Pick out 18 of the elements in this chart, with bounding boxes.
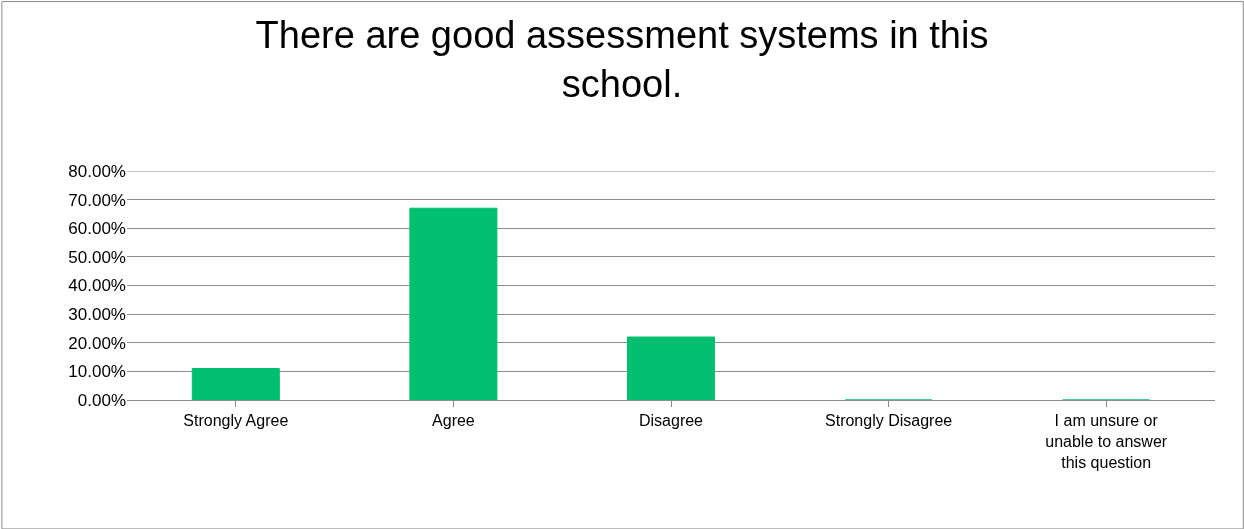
x-tick-label: Strongly Agree [183,412,289,430]
x-tick-label: Strongly Disagree [825,412,953,430]
y-tick-label: 60.00% [68,219,126,239]
bar [191,368,280,400]
x-tick-label: I am unsure or unable to answer this question [1045,412,1168,471]
chart-title: There are good assessment systems in this school. [255,13,989,106]
x-tick-label: Agree [432,412,475,430]
y-tick-label: 50.00% [68,247,126,267]
bar [626,336,716,400]
y-tick-label: 80.00% [68,161,126,181]
y-tick-label: 70.00% [68,190,126,210]
x-tick-label: Disagree [638,412,704,430]
bar [409,207,498,400]
y-tick-label: 30.00% [68,305,126,325]
y-tick-label: 10.00% [68,362,126,382]
y-tick-label: 40.00% [68,276,126,296]
y-tick-label: 20.00% [68,333,126,353]
y-tick-label: 0.00% [77,390,126,410]
